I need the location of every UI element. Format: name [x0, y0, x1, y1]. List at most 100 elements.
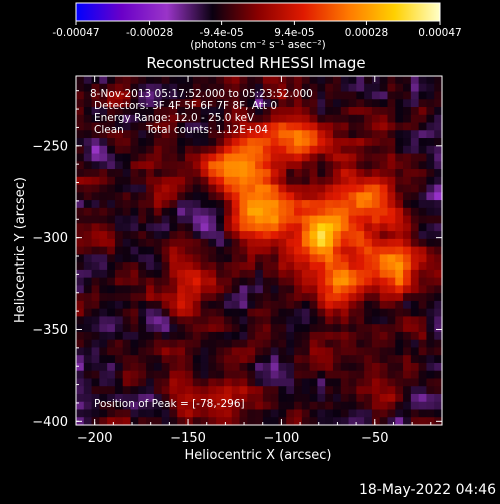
heatmap-cell — [208, 285, 217, 294]
heatmap-cell — [262, 246, 272, 255]
heatmap-cell — [192, 409, 202, 418]
heatmap-cell — [325, 215, 334, 224]
heatmap-cell — [146, 99, 155, 108]
heatmap-cell — [278, 285, 287, 294]
heatmap-cell — [387, 83, 396, 93]
heatmap-cell — [138, 138, 147, 147]
heatmap-cell — [294, 122, 303, 131]
heatmap-cell — [317, 417, 326, 426]
heatmap-cell — [169, 91, 178, 100]
heatmap-cell — [161, 262, 171, 271]
heatmap-cell — [262, 215, 272, 224]
heatmap-cell — [208, 254, 217, 263]
heatmap-cell — [216, 370, 225, 380]
heatmap-cell — [340, 300, 350, 310]
detectors-text: Detectors: 3F 4F 5F 6F 7F 8F, Att 0 — [94, 100, 277, 112]
heatmap-cell — [270, 145, 280, 155]
heatmap-cell — [122, 393, 132, 403]
heatmap-cell — [146, 386, 155, 395]
heatmap-cell — [317, 215, 326, 224]
heatmap-cell — [364, 107, 373, 116]
heatmap-cell — [216, 293, 225, 302]
heatmap-cell — [317, 331, 326, 341]
heatmap-cell — [387, 370, 396, 380]
heatmap-cell — [294, 347, 303, 356]
heatmap-cell — [364, 145, 373, 155]
heatmap-cell — [255, 378, 264, 387]
heatmap-cell — [200, 114, 209, 124]
heatmap-cell — [200, 83, 209, 93]
heatmap-cell — [99, 316, 108, 325]
heatmap-cell — [387, 347, 396, 356]
heatmap-cell — [114, 300, 124, 310]
heatmap-cell — [403, 355, 412, 364]
heatmap-cell — [434, 122, 443, 131]
heatmap-cell — [239, 83, 248, 93]
heatmap-cell — [255, 138, 264, 147]
heatmap-cell — [161, 285, 171, 294]
heatmap-cell — [309, 231, 319, 240]
heatmap-cell — [76, 122, 85, 131]
heatmap-cell — [192, 215, 202, 224]
heatmap-cell — [325, 269, 334, 279]
heatmap-cell — [294, 246, 303, 255]
heatmap-cell — [138, 83, 147, 93]
heatmap-cell — [395, 378, 404, 387]
heatmap-cell — [255, 207, 264, 217]
heatmap-cell — [332, 417, 342, 426]
heatmap-cell — [99, 362, 108, 372]
heatmap-cell — [91, 293, 100, 302]
heatmap-cell — [239, 316, 248, 325]
heatmap-cell — [348, 355, 357, 364]
heatmap-cell — [301, 83, 311, 93]
heatmap-cell — [216, 386, 225, 395]
heatmap-cell — [309, 378, 319, 387]
heatmap-cell — [403, 316, 412, 325]
heatmap-cell — [255, 370, 264, 380]
heatmap-cell — [122, 417, 132, 426]
heatmap-cell — [130, 370, 139, 380]
heatmap-cell — [387, 176, 396, 186]
heatmap-cell — [332, 293, 342, 302]
heatmap-cell — [122, 91, 132, 100]
heatmap-cell — [262, 99, 272, 108]
heatmap-cell — [395, 370, 404, 380]
heatmap-cell — [76, 107, 85, 116]
heatmap-cell — [239, 300, 248, 310]
heatmap-cell — [294, 370, 303, 380]
heatmap-cell — [247, 308, 256, 318]
heatmap-cell — [262, 370, 272, 380]
heatmap-cell — [325, 393, 334, 403]
heatmap-cell — [309, 362, 319, 372]
heatmap-cell — [130, 200, 139, 209]
heatmap-cell — [262, 192, 272, 201]
heatmap-cell — [76, 161, 85, 170]
heatmap-cell — [185, 300, 194, 310]
heatmap-cell — [325, 347, 334, 356]
heatmap-cell — [255, 417, 264, 426]
heatmap-cell — [231, 393, 241, 403]
heatmap-cell — [99, 308, 108, 318]
heatmap-cell — [107, 269, 116, 279]
heatmap-cell — [231, 246, 241, 255]
heatmap-cell — [216, 207, 225, 217]
heatmap-cell — [231, 238, 241, 248]
heatmap-cell — [138, 223, 147, 232]
heatmap-cell — [340, 231, 350, 240]
heatmap-cell — [161, 91, 171, 100]
heatmap-cell — [309, 153, 319, 162]
heatmap-cell — [200, 409, 209, 418]
heatmap-cell — [301, 362, 311, 372]
heatmap-cell — [192, 114, 202, 124]
heatmap-cell — [426, 223, 435, 232]
heatmap-cell — [278, 223, 287, 232]
heatmap-cell — [286, 138, 295, 147]
heatmap-cell — [239, 122, 248, 131]
heatmap-cell — [76, 370, 85, 380]
heatmap-cell — [146, 207, 155, 217]
heatmap-cell — [169, 200, 178, 209]
heatmap-cell — [403, 308, 412, 318]
heatmap-cell — [161, 409, 171, 418]
heatmap-cell — [169, 138, 178, 147]
heatmap-cell — [231, 130, 241, 139]
